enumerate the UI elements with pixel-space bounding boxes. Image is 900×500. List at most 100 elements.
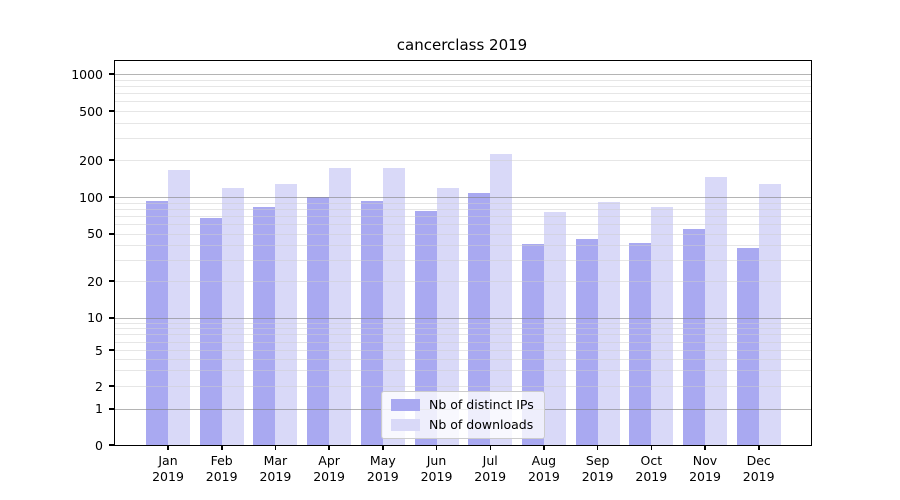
gridline-90 [115, 202, 811, 204]
bar-downloads-jul [490, 154, 513, 445]
x-tick-aug [543, 446, 545, 450]
bar-distinct-ips-jul [468, 193, 491, 445]
x-tick-oct [650, 446, 652, 450]
x-tick-feb [221, 446, 223, 450]
x-label-month: May [369, 453, 396, 468]
legend: Nb of distinct IPs Nb of downloads [381, 391, 545, 439]
gridline-2 [115, 386, 811, 387]
y-tick-label-5: 5 [95, 342, 103, 358]
x-tick-label-oct: Oct 2019 [635, 453, 667, 485]
x-tick-label-may: May 2019 [367, 453, 399, 485]
bar-distinct-ips-mar [253, 207, 276, 445]
y-tick-100 [109, 196, 114, 199]
y-tick-1000 [109, 73, 114, 76]
gridline-70 [115, 216, 811, 217]
x-label-year: 2019 [366, 469, 399, 484]
x-label-month: Jun [426, 453, 447, 468]
legend-swatch-downloads [391, 419, 420, 431]
bar-distinct-ips-nov [683, 228, 705, 445]
y-tick-0 [109, 444, 114, 446]
gridline-40 [115, 245, 811, 247]
x-label-month: Dec [746, 453, 771, 468]
x-label-year: 2019 [152, 469, 184, 484]
bar-downloads-may [382, 168, 405, 445]
x-label-year: 2019 [474, 469, 507, 484]
plot-area: 0 1 2 5 10 20 50 100 200 500 1000 Jan 2019 Feb 2019 Ma… [71, 60, 812, 484]
y-tick-label-1000: 1000 [71, 66, 103, 82]
gridline-60 [115, 224, 811, 226]
gridline-30 [115, 260, 811, 262]
x-label-year: 2019 [313, 469, 345, 484]
gridline-200 [115, 160, 811, 161]
gridline-800 [115, 86, 811, 88]
y-tick-label-50: 50 [87, 226, 103, 242]
x-label-year: 2019 [259, 469, 292, 484]
x-tick-label-sep: Sep 2019 [582, 453, 614, 485]
bar-downloads-mar [275, 184, 298, 445]
y-tick-label-20: 20 [87, 273, 103, 289]
x-tick-apr [328, 446, 330, 450]
bar-distinct-ips-feb [199, 217, 222, 445]
x-tick-jun [435, 446, 438, 450]
x-label-month: Jul [482, 453, 498, 468]
bar-downloads-jan [168, 170, 190, 445]
legend-entry-downloads: Nb of downloads [391, 418, 534, 432]
gridline-100 [115, 197, 811, 199]
legend-entry-distinct-ips: Nb of distinct IPs [391, 398, 534, 412]
bar-distinct-ips-dec [736, 247, 759, 445]
bar-downloads-jun [436, 188, 459, 445]
y-tick-label-100: 100 [79, 189, 103, 205]
gridline-1000 [115, 74, 811, 76]
y-tick-500 [109, 110, 114, 112]
gridline-4 [115, 358, 811, 360]
x-label-year: 2019 [742, 469, 775, 484]
x-tick-label-jul: Jul 2019 [474, 453, 506, 485]
x-tick-label-jun: Jun 2019 [421, 453, 453, 485]
x-tick-may [382, 446, 384, 450]
gridline-80 [115, 209, 811, 210]
x-tick-sep [596, 446, 599, 450]
bar-downloads-nov [705, 177, 727, 445]
x-tick-jul [489, 446, 491, 450]
x-tick-jan [167, 446, 169, 450]
x-label-month: Sep [585, 453, 610, 468]
bar-downloads-oct [651, 207, 674, 445]
gridline-900 [115, 79, 811, 81]
x-tick-label-aug: Aug 2019 [528, 453, 560, 485]
x-tick-dec [758, 446, 760, 450]
x-label-month: Apr [318, 453, 340, 468]
gridline-500 [115, 111, 811, 112]
y-tick-50 [109, 232, 114, 235]
y-tick-10 [109, 316, 114, 319]
gridline-5 [115, 350, 811, 351]
gridline-400 [115, 122, 811, 124]
y-tick-label-500: 500 [79, 103, 103, 119]
y-tick-5 [109, 349, 114, 351]
y-tick-label-1: 1 [95, 401, 103, 416]
x-label-month: Feb [210, 453, 233, 468]
y-tick-label-10: 10 [87, 310, 103, 325]
x-label-year: 2019 [527, 469, 560, 484]
x-label-year: 2019 [635, 469, 668, 484]
gridline-7 [115, 334, 811, 336]
y-tick-label-200: 200 [79, 152, 103, 168]
gridline-8 [115, 328, 811, 329]
y-tick-2 [109, 385, 114, 387]
x-tick-mar [274, 446, 277, 450]
y-tick-20 [109, 280, 114, 282]
x-label-month: Mar [263, 453, 288, 468]
x-tick-label-dec: Dec 2019 [743, 453, 775, 485]
gridline-3 [115, 370, 811, 372]
gridline-600 [115, 101, 811, 103]
bar-distinct-ips-apr [307, 197, 330, 445]
gridline-9 [115, 322, 811, 324]
y-tick-1 [109, 407, 114, 410]
gridline-300 [115, 138, 811, 140]
x-label-year: 2019 [205, 469, 238, 484]
gridline-6 [115, 341, 811, 343]
x-label-month: Aug [531, 453, 557, 468]
bar-downloads-sep [597, 202, 620, 445]
bar-downloads-feb [221, 188, 244, 445]
bar-downloads-dec [758, 184, 781, 445]
